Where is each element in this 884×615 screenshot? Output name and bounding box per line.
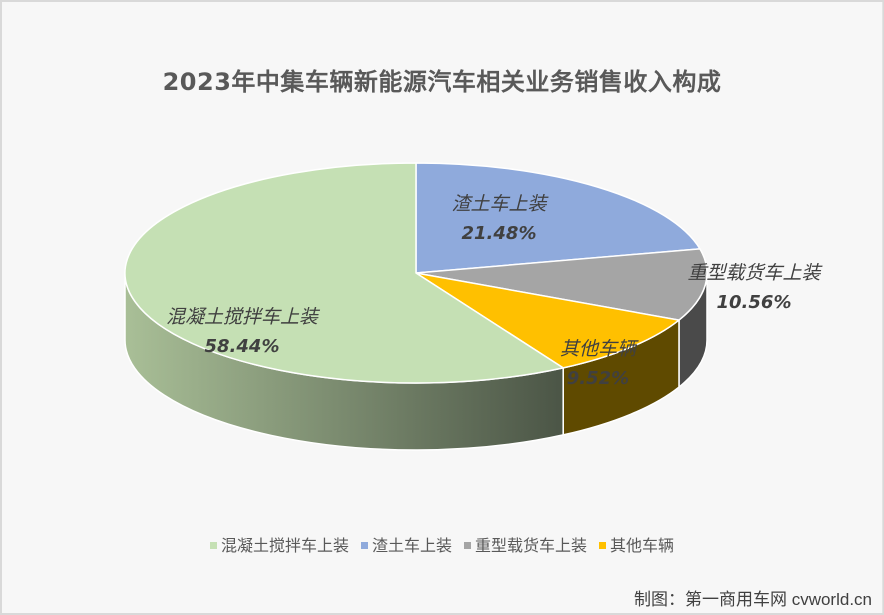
data-label-value: 21.48% xyxy=(461,223,537,244)
legend-item-other-vehicles[interactable]: 其他车辆 xyxy=(599,532,674,556)
legend-label: 重型载货车上装 xyxy=(475,536,588,555)
data-label-mixer-truck: 混凝土搅拌车上装 58.44% xyxy=(166,302,318,362)
data-label-name: 重型载货车上装 xyxy=(687,262,821,284)
legend-label: 其他车辆 xyxy=(610,536,675,555)
data-label-value: 10.56% xyxy=(716,292,792,313)
data-label-slag-truck: 渣土车上装 21.48% xyxy=(451,189,546,249)
pie-slice-重型载货车上装[interactable] xyxy=(415,248,708,321)
legend-swatch-gray xyxy=(464,541,471,549)
legend-item-slag-truck[interactable]: 渣土车上装 xyxy=(360,532,452,556)
legend-label: 混凝土搅拌车上装 xyxy=(220,536,349,555)
chart-title: 2023年中集车辆新能源汽车相关业务销售收入构成 xyxy=(162,68,722,96)
legend-item-mixer-truck[interactable]: 混凝土搅拌车上装 xyxy=(209,532,349,556)
data-label-name: 渣土车上装 xyxy=(451,193,547,215)
legend-swatch-orange xyxy=(599,541,607,549)
source-credit: 制图：第一商用车网 cvworld.cn xyxy=(633,590,872,609)
data-label-heavy-truck: 重型载货车上装 10.56% xyxy=(687,258,820,318)
data-label-name: 混凝土搅拌车上装 xyxy=(165,306,319,328)
data-label-name: 其他车辆 xyxy=(559,338,637,360)
pie-slice-其他车辆[interactable] xyxy=(415,272,680,369)
data-label-value: 9.52% xyxy=(566,368,630,389)
legend-swatch-blue xyxy=(360,541,368,549)
pie-slice-混凝土搅拌车上装[interactable] xyxy=(124,162,564,384)
pie-slice-渣土车上装[interactable] xyxy=(415,162,701,274)
legend-label: 渣土车上装 xyxy=(371,536,452,555)
legend-item-heavy-truck[interactable]: 重型载货车上装 xyxy=(464,532,587,556)
data-label-other-vehicles: 其他车辆 9.52% xyxy=(560,334,636,394)
legend-swatch-green xyxy=(209,541,217,549)
data-label-value: 58.44% xyxy=(204,336,280,357)
legend: 混凝土搅拌车上装 渣土车上装 重型载货车上装 其他车辆 xyxy=(0,532,884,556)
